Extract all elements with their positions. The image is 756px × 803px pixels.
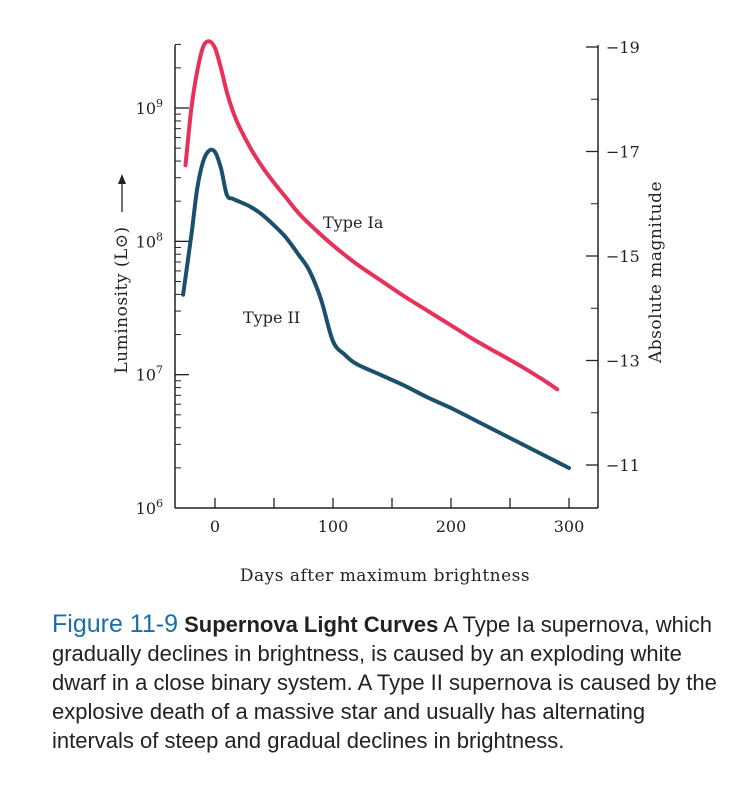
y-right-tick-label: −13 — [606, 352, 640, 371]
y-left-tick-label-exponent: 7 — [156, 364, 163, 377]
figure-caption-text: A Type Ia supernova, which gradually dec… — [52, 612, 717, 753]
y-left-tick-label-base: 10 — [136, 499, 156, 518]
figure-caption: Figure 11-9 Supernova Light Curves A Typ… — [52, 610, 732, 755]
y-right-tick-label: −17 — [606, 143, 640, 162]
x-tick-label: 300 — [554, 517, 585, 536]
series-line-type-ii — [181, 147, 571, 470]
series-label-type-ii: Type II — [243, 308, 300, 327]
figure-title: Supernova Light Curves — [184, 612, 439, 637]
chart-series — [181, 39, 571, 470]
y-left-tick-label-exponent: 9 — [156, 97, 163, 110]
y-left-tick-label: 109 — [136, 97, 163, 118]
y-axis-left-label: Luminosity (L⊙) — [112, 226, 132, 373]
series-line-type-ia — [183, 39, 560, 392]
series-label-type-ia: Type Ia — [323, 213, 384, 232]
chart-axes — [174, 45, 599, 509]
y-axis-right-label: Absolute magnitude — [646, 181, 666, 364]
y-axis-arrow-head — [118, 174, 126, 184]
x-tick-label: 200 — [436, 517, 467, 536]
y-left-tick-label-base: 10 — [136, 99, 156, 118]
y-axis-left-label-group: Luminosity (L⊙) — [112, 174, 132, 374]
x-tick-label: 0 — [210, 517, 220, 536]
y-left-tick-label-base: 10 — [136, 232, 156, 251]
figure-number: Figure 11-9 — [52, 610, 178, 638]
y-left-tick-label-exponent: 6 — [156, 497, 163, 510]
y-right-tick-label: −15 — [606, 247, 640, 266]
y-right-tick-label: −19 — [606, 38, 640, 57]
chart-labels: Days after maximum brightness Luminosity… — [112, 174, 666, 586]
y-left-tick-label: 108 — [136, 230, 163, 251]
y-left-tick-label-exponent: 8 — [156, 230, 163, 243]
y-left-tick-label-base: 10 — [136, 366, 156, 385]
x-tick-label: 100 — [318, 517, 349, 536]
x-axis-label: Days after maximum brightness — [240, 566, 530, 586]
y-left-tick-label: 106 — [136, 497, 163, 518]
y-right-tick-label: −11 — [606, 456, 640, 475]
y-left-tick-label: 107 — [136, 364, 163, 385]
